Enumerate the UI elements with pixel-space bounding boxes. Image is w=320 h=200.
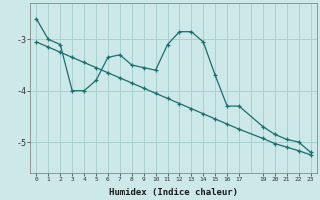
X-axis label: Humidex (Indice chaleur): Humidex (Indice chaleur) [109,188,238,197]
